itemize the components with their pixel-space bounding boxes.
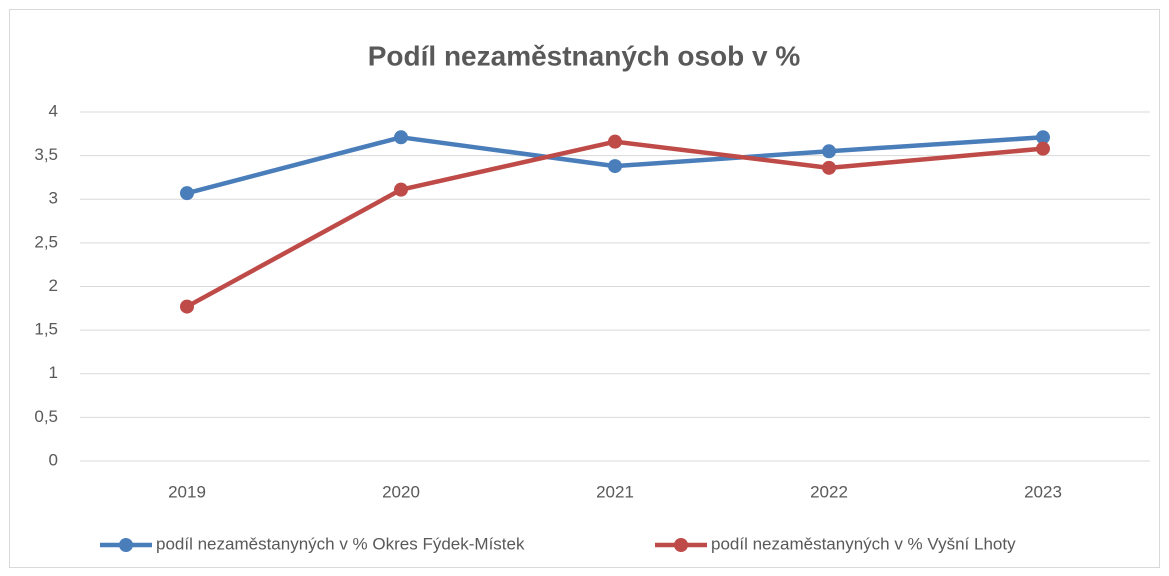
point [822,160,836,175]
x-tick-label: 2021 [596,482,634,501]
point [608,159,622,174]
y-tick-label: 3 [49,189,58,208]
y-tick-label: 1 [49,363,58,382]
chart-title: Podíl nezaměstnaných osob v % [368,40,801,71]
y-tick-label: 0 [49,450,58,469]
y-tick-label: 4 [49,101,58,120]
legend-marker [119,538,133,552]
y-tick-label: 2,5 [34,232,58,251]
y-tick-label: 0,5 [34,407,58,426]
point [608,134,622,149]
legend-marker [674,538,688,552]
point [394,182,408,197]
x-tick-label: 2019 [168,482,206,501]
chart-border [9,9,1160,568]
y-tick-label: 3,5 [34,145,58,164]
point [822,144,836,159]
point [180,186,194,201]
point [180,299,194,314]
legend-label: podíl nezaměstanyných v % Okres Fýdek-Mí… [156,534,525,553]
point [1036,141,1050,156]
y-tick-label: 1,5 [34,320,58,339]
y-tick-label: 2 [49,276,58,295]
x-tick-label: 2020 [382,482,420,501]
legend-label: podíl nezaměstanyných v % Vyšní Lhoty [711,534,1016,553]
x-tick-label: 2022 [810,482,848,501]
point [1036,130,1050,145]
point [394,130,408,145]
x-tick-label: 2023 [1024,482,1062,501]
